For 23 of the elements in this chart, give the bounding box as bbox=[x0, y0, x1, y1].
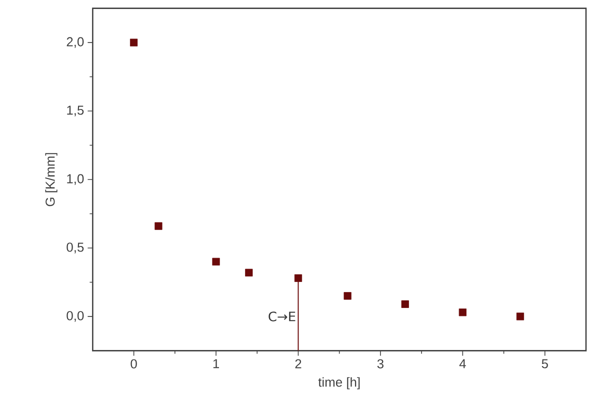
point bbox=[458, 308, 466, 316]
point bbox=[401, 300, 409, 308]
x-tick-label: 0 bbox=[130, 359, 137, 368]
y-tick-label: 0,0 bbox=[66, 311, 84, 322]
x-tick-label: 1 bbox=[213, 359, 219, 368]
point bbox=[212, 258, 220, 266]
y-tick-label: 1,5 bbox=[67, 106, 84, 116]
point bbox=[130, 38, 138, 46]
x-tick-label: 3 bbox=[377, 359, 384, 368]
x-axis-title: time [h] bbox=[318, 377, 360, 390]
y-tick-label: 1,0 bbox=[67, 174, 84, 185]
y-tick-label: 2,0 bbox=[66, 37, 84, 48]
x-tick-label: 2 bbox=[295, 359, 302, 368]
x-tick-label: 5 bbox=[542, 359, 548, 368]
annotation: C→E bbox=[268, 312, 296, 322]
y-axis-title: G [K/mm] bbox=[45, 153, 58, 206]
point bbox=[245, 268, 253, 276]
point bbox=[294, 274, 302, 282]
point bbox=[154, 222, 162, 230]
point bbox=[516, 312, 524, 320]
point bbox=[344, 292, 352, 300]
x-tick-label: 4 bbox=[459, 359, 466, 368]
y-tick-label: 0,5 bbox=[66, 242, 84, 254]
